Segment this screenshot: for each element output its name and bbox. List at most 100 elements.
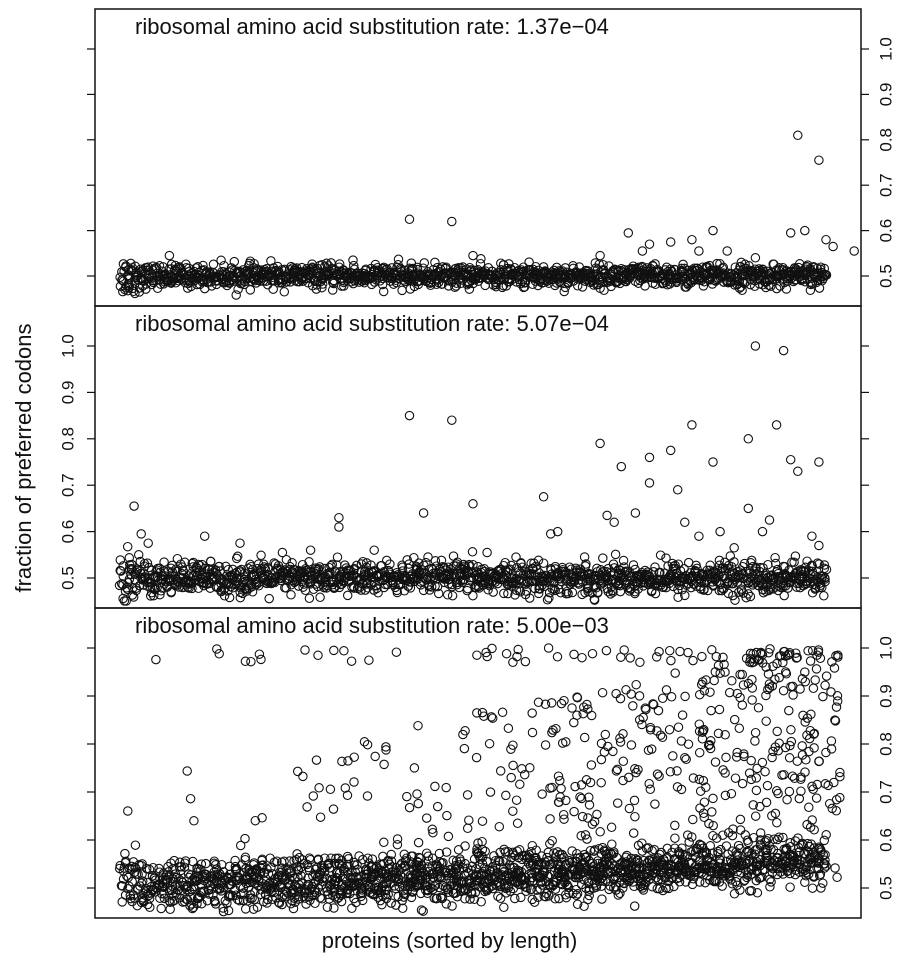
data-point [269,857,280,867]
data-point [482,547,492,558]
data-point [601,645,612,656]
data-point [235,840,246,851]
data-point [807,883,818,893]
data-point [404,802,415,813]
data-point [715,858,725,868]
data-point [472,844,482,854]
data-point [675,646,685,657]
data-point [772,817,782,828]
y-tick-label: 0.6 [876,219,895,243]
data-point [657,693,668,704]
data-point [803,869,814,879]
data-point [814,155,824,165]
y-tick-label: 0.7 [876,780,895,804]
data-point [274,898,285,908]
data-point [429,881,439,891]
data-point [521,872,531,883]
data-point [648,699,659,710]
data-point [147,582,158,592]
data-point [736,586,747,596]
data-point [156,903,166,914]
data-point [378,286,389,297]
data-point [533,588,544,599]
data-point [183,869,194,879]
data-point [612,764,623,775]
data-point [677,843,687,853]
data-point [815,653,826,664]
data-point [164,250,175,261]
data-point [608,746,618,757]
data-point [175,857,185,868]
data-point [609,883,619,893]
data-point [397,285,407,296]
data-point [664,883,674,894]
data-point [545,529,556,539]
data-point [230,861,241,872]
y-tick-label: 0.5 [876,876,895,900]
data-point [813,647,824,657]
data-point [324,567,335,578]
y-tick-label: 1.0 [876,636,895,660]
data-point [608,587,618,597]
data-point [692,844,702,854]
data-point [694,877,705,887]
data-point [226,263,237,273]
panel-2: ribosomal amino acid substitution rate: … [58,305,869,609]
data-point [240,833,250,844]
data-point [708,457,718,467]
data-point [550,884,561,894]
data-point [821,830,831,840]
data-point [572,899,583,910]
y-tick-label: 0.6 [58,520,77,544]
data-point [487,643,497,654]
data-point [416,905,427,915]
data-point [772,834,783,845]
data-point [409,552,419,563]
data-point [746,774,757,785]
data-point [802,838,813,849]
data-point [293,581,304,591]
data-point [725,855,736,865]
data-point [726,788,737,799]
data-point [332,552,343,562]
data-point [665,445,676,456]
data-point [829,663,840,673]
data-point [677,854,688,865]
panel-title: ribosomal amino acid substitution rate: … [135,14,609,39]
data-point [386,898,396,908]
data-point [649,864,660,874]
data-point [359,737,370,747]
data-point [727,830,738,841]
data-point [751,773,762,783]
y-tick-label: 0.7 [58,473,77,497]
data-point [717,585,727,596]
data-point [553,797,564,807]
data-point [717,881,727,891]
data-point [473,838,483,848]
data-point [347,903,357,914]
data-point [662,843,673,854]
data-point [166,587,176,598]
data-point [130,261,141,272]
data-point [774,672,784,683]
data-point [481,647,491,658]
data-point [628,560,639,570]
panels-group: ribosomal amino acid substitution rate: … [58,8,895,919]
data-point [186,281,196,292]
data-point [584,800,595,810]
data-point [744,768,755,778]
data-point [784,786,795,797]
data-point [767,811,777,821]
data-point [315,893,325,903]
data-point [726,875,736,885]
data-point [694,531,704,541]
data-point [764,515,775,525]
data-point [358,888,368,899]
data-point [512,651,522,662]
data-point [609,847,619,857]
data-point [121,583,132,593]
data-point [715,855,725,865]
data-point [508,657,518,668]
y-tick-label: 1.0 [58,334,77,358]
